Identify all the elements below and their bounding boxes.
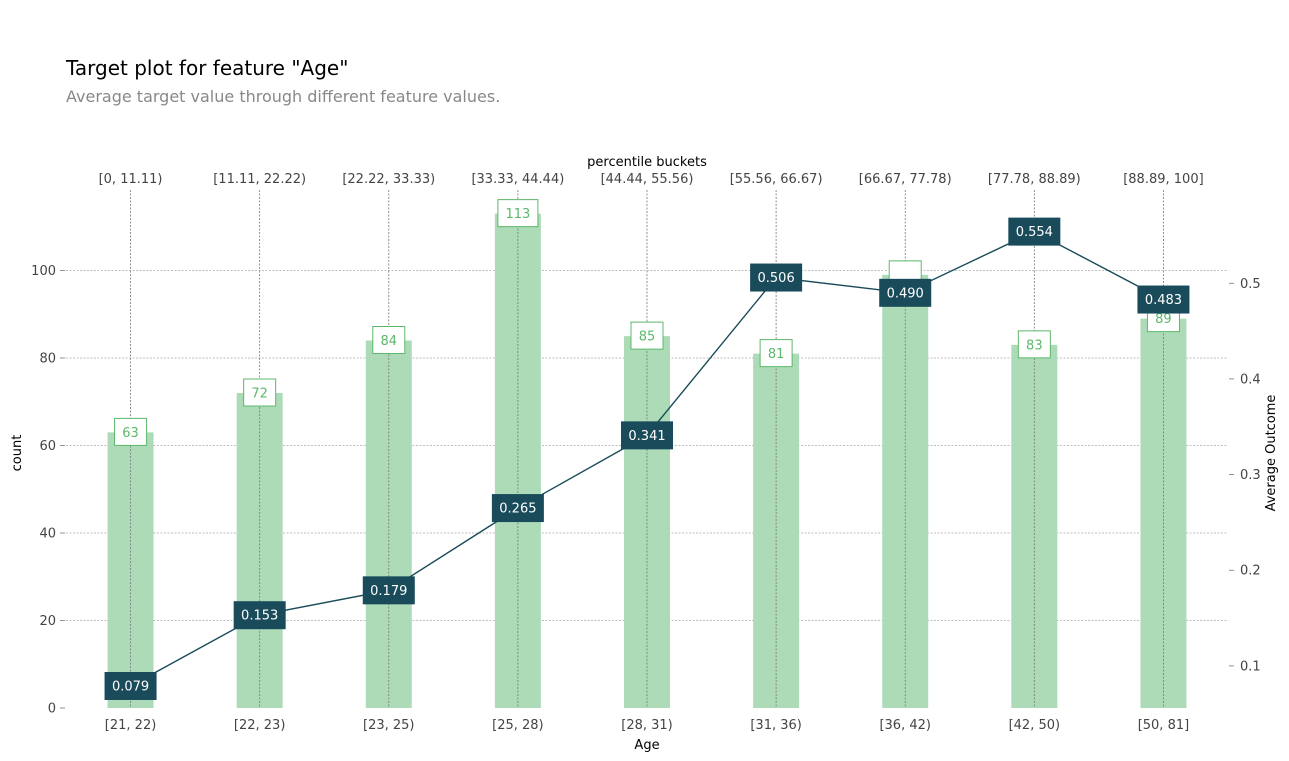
x-tick-label: [21, 22): [105, 718, 157, 733]
top-tick-label: [11.11, 22.22): [213, 172, 306, 187]
x-tick-label: [31, 36): [750, 718, 802, 733]
y-tick-label: 20: [39, 614, 56, 629]
line-value-label-text: 0.341: [628, 429, 665, 444]
line-value-label-box: [491, 494, 544, 523]
chart-title: Target plot for feature "Age": [66, 56, 349, 80]
bar-value-label-box: [243, 378, 277, 407]
line-value-label-text: 0.179: [370, 584, 407, 599]
top-tick-label: [33.33, 44.44): [471, 172, 564, 187]
bar-value-label: 63: [114, 417, 148, 446]
y-tick-label: 100: [31, 264, 56, 279]
line-value-label: 0.153: [233, 601, 286, 630]
line-value-label-text: 0.265: [499, 502, 536, 517]
line-value-label-text: 0.153: [241, 609, 278, 624]
x-tick-label: [50, 81]: [1138, 718, 1190, 733]
bar-value-label-text: 84: [381, 334, 398, 349]
top-tick-label: [0, 11.11): [99, 172, 163, 187]
bar-value-label-text: 63: [122, 426, 139, 441]
line-value-label-text: 0.079: [112, 679, 149, 694]
top-tick-label: [77.78, 88.89): [988, 172, 1081, 187]
top-tick-label: [66.67, 77.78): [859, 172, 952, 187]
line-value-label-box: [621, 421, 673, 450]
line-value-label: 0.506: [750, 263, 803, 292]
line-value-label: 0.079: [104, 671, 157, 700]
line-value-label-text: 0.554: [1016, 225, 1053, 240]
line-value-label: 0.483: [1137, 285, 1190, 314]
x-tick-label: [42, 50): [1009, 718, 1061, 733]
line-value-label-box: [362, 576, 415, 605]
line-value-label-box: [750, 263, 803, 292]
top-tick-label: [44.44, 55.56): [601, 172, 694, 187]
bar-value-label-box: [1017, 330, 1051, 359]
line-value-label: 0.265: [491, 494, 544, 523]
bar-value-label-box: [497, 199, 539, 228]
line-value-label-box: [879, 278, 932, 307]
y-tick-label: 60: [39, 439, 56, 454]
bar-value-label: 85: [630, 321, 664, 350]
bar-value-label: 83: [1017, 330, 1051, 359]
bar-value-label-box: [759, 339, 793, 368]
bar-value-label-text: 83: [1026, 338, 1043, 353]
bar-value-label: 84: [372, 326, 406, 354]
top-tick-label: [55.56, 66.67): [730, 172, 823, 187]
top-axis-title: percentile buckets: [587, 155, 707, 170]
line-value-label-box: [233, 601, 286, 630]
line-value-label-box: [1137, 285, 1190, 314]
y-right-tick-label: 0.2: [1240, 564, 1261, 579]
x-tick-label: [22, 23): [234, 718, 286, 733]
y-right-tick-label: 0.5: [1240, 277, 1261, 292]
line-value-label-box: [104, 671, 157, 700]
y-right-tick-label: 0.3: [1240, 468, 1261, 483]
top-tick-label: [22.22, 33.33): [342, 172, 435, 187]
x-tick-label: [23, 25): [363, 718, 415, 733]
y-tick-label: 0: [48, 702, 56, 717]
bar-value-label-box: [114, 417, 148, 446]
line-value-label: 0.341: [621, 421, 673, 450]
line-value-label-text: 0.483: [1145, 293, 1182, 308]
y-right-axis-title: Average Outcome: [1264, 395, 1279, 512]
y-tick-label: 40: [39, 527, 56, 542]
x-tick-label: [25, 28): [492, 718, 544, 733]
line-value-label-box: [1008, 217, 1061, 246]
line-value-label: 0.490: [879, 278, 932, 307]
bar-value-label: 81: [759, 339, 793, 368]
y-right-tick-label: 0.1: [1240, 659, 1261, 674]
y-axis-title: count: [10, 435, 25, 472]
line-value-label-text: 0.490: [887, 286, 924, 301]
bar-value-label-box: [372, 326, 406, 354]
line-value-label-text: 0.506: [758, 271, 795, 286]
top-tick-label: [88.89, 100]: [1123, 172, 1203, 187]
bar-value-label: 72: [243, 378, 277, 407]
y-right-tick-label: 0.4: [1240, 372, 1261, 387]
bar-value-label-text: 85: [639, 330, 656, 345]
x-tick-label: [36, 42): [879, 718, 931, 733]
y-tick-label: 80: [39, 352, 56, 367]
bar-value-label-text: 113: [505, 207, 530, 222]
bar-value-label: 113: [497, 199, 539, 228]
bar-value-label-text: 72: [251, 387, 268, 402]
x-axis-title: Age: [634, 738, 659, 753]
chart-subtitle: Average target value through different f…: [66, 87, 501, 106]
x-tick-label: [28, 31): [621, 718, 673, 733]
bar-value-label-text: 89: [1155, 312, 1172, 327]
line-value-label: 0.179: [362, 576, 415, 605]
bar-value-label-box: [630, 321, 664, 350]
bar-value-label-text: 81: [768, 347, 785, 362]
line-value-label: 0.554: [1008, 217, 1061, 246]
